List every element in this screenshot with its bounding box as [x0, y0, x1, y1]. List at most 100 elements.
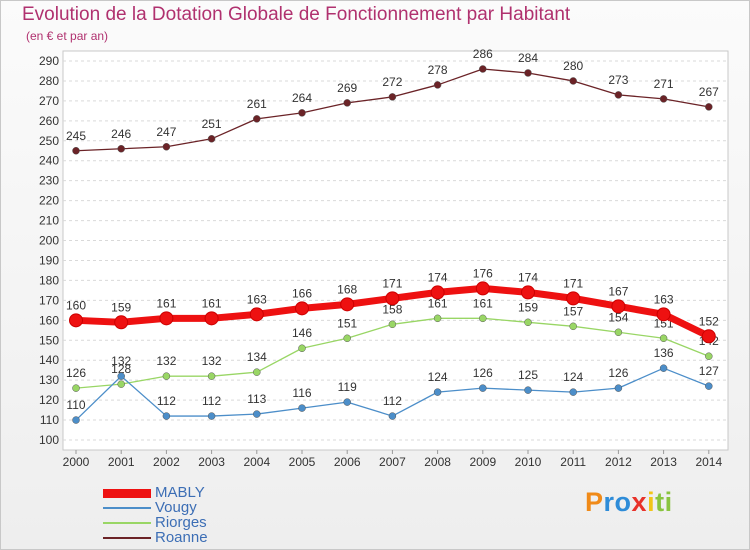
- data-point-vougy: [343, 398, 351, 406]
- data-point-riorges: [388, 320, 397, 329]
- legend-swatch-riorges: [103, 522, 151, 524]
- data-point-roanne: [298, 109, 306, 117]
- data-label-riorges: 132: [202, 354, 222, 368]
- data-label-mably: 174: [518, 270, 538, 284]
- legend-swatch-mably: [103, 489, 151, 498]
- data-point-mably: [566, 291, 581, 306]
- legend-label-vougy: Vougy: [155, 499, 197, 516]
- data-label-riorges: 154: [608, 310, 628, 324]
- data-label-vougy: 112: [157, 394, 176, 408]
- chart-title: Evolution de la Dotation Globale de Fonc…: [22, 4, 571, 25]
- data-label-roanne: 246: [111, 127, 131, 141]
- x-tick-label: 2009: [469, 455, 496, 469]
- data-point-riorges: [117, 380, 125, 388]
- data-label-mably: 171: [563, 276, 583, 290]
- data-point-roanne: [433, 81, 442, 89]
- y-tick-label: 130: [39, 373, 59, 387]
- x-tick-label: 2004: [243, 455, 270, 469]
- logo-letter: r: [603, 487, 615, 517]
- data-label-vougy: 119: [338, 380, 357, 394]
- data-point-riorges: [72, 384, 80, 392]
- x-tick-label: 2002: [153, 455, 180, 469]
- data-label-vougy: 126: [473, 366, 493, 380]
- proxiti-logo: Proxiti: [585, 487, 673, 518]
- data-point-vougy: [388, 412, 397, 420]
- logo-letter: i: [647, 487, 656, 517]
- y-tick-label: 230: [39, 174, 59, 188]
- data-label-roanne: 251: [202, 117, 222, 131]
- data-point-riorges: [207, 372, 216, 380]
- data-point-vougy: [659, 364, 668, 372]
- data-label-mably: 166: [292, 286, 312, 300]
- y-tick-label: 170: [39, 293, 59, 307]
- data-label-mably: 163: [247, 292, 267, 306]
- data-point-vougy: [298, 404, 306, 412]
- x-tick-label: 2011: [560, 455, 586, 469]
- logo-letter: o: [614, 487, 632, 517]
- data-label-roanne: 269: [337, 81, 357, 95]
- data-point-riorges: [162, 372, 171, 380]
- data-label-roanne: 267: [699, 85, 719, 99]
- data-point-mably: [611, 299, 626, 314]
- data-label-mably: 152: [699, 314, 719, 328]
- data-point-vougy: [72, 416, 80, 424]
- x-tick-label: 2003: [198, 455, 225, 469]
- data-label-riorges: 161: [473, 296, 493, 310]
- data-point-roanne: [524, 69, 532, 77]
- logo-letter: t: [655, 487, 665, 517]
- data-label-mably: 159: [111, 300, 131, 314]
- data-label-vougy: 110: [66, 398, 85, 412]
- x-tick-label: 2005: [289, 455, 316, 469]
- x-tick-label: 2012: [605, 455, 632, 469]
- data-label-mably: 168: [337, 282, 357, 296]
- x-tick-label: 2014: [695, 455, 722, 469]
- data-label-mably: 161: [156, 296, 176, 310]
- legend-label-riorges: Riorges: [155, 514, 207, 531]
- data-label-mably: 163: [654, 292, 674, 306]
- data-label-mably: 160: [66, 298, 86, 312]
- y-tick-label: 260: [39, 114, 59, 128]
- data-label-roanne: 278: [428, 63, 448, 77]
- data-point-riorges: [298, 344, 306, 352]
- data-label-mably: 161: [202, 296, 222, 310]
- data-point-mably: [204, 311, 219, 326]
- data-point-roanne: [614, 91, 623, 99]
- data-point-vougy: [524, 386, 532, 394]
- data-label-roanne: 280: [563, 59, 583, 73]
- y-tick-label: 210: [39, 214, 59, 228]
- data-point-mably: [430, 285, 445, 300]
- data-label-roanne: 271: [654, 77, 674, 91]
- data-point-vougy: [207, 412, 216, 420]
- x-tick-label: 2006: [334, 455, 361, 469]
- data-point-riorges: [479, 314, 487, 323]
- data-point-vougy: [479, 384, 487, 392]
- legend-label-roanne: Roanne: [155, 529, 208, 546]
- data-point-roanne: [569, 77, 577, 85]
- data-label-roanne: 286: [473, 47, 493, 61]
- data-point-roanne: [659, 95, 668, 103]
- x-tick-label: 2008: [424, 455, 451, 469]
- legend-label-mably: MABLY: [155, 484, 205, 501]
- data-point-roanne: [207, 135, 216, 143]
- plot-area: [62, 50, 729, 451]
- data-label-roanne: 245: [66, 129, 86, 143]
- legend-swatch-roanne: [103, 537, 151, 539]
- data-point-mably: [521, 285, 535, 300]
- y-tick-label: 190: [39, 253, 59, 267]
- data-point-riorges: [343, 334, 351, 343]
- chart-subtitle: (en € et par an): [26, 29, 109, 43]
- y-tick-label: 120: [39, 393, 59, 407]
- data-point-mably: [249, 307, 264, 322]
- data-label-riorges: 128: [111, 362, 131, 376]
- y-tick-label: 140: [39, 353, 59, 367]
- data-label-riorges: 126: [66, 366, 86, 380]
- data-point-roanne: [253, 115, 261, 123]
- data-point-riorges: [659, 334, 668, 343]
- data-point-mably: [475, 281, 490, 296]
- data-point-roanne: [705, 103, 713, 111]
- data-point-vougy: [253, 410, 261, 418]
- data-label-vougy: 124: [428, 370, 448, 384]
- data-point-vougy: [162, 412, 171, 420]
- x-tick-label: 2013: [650, 455, 677, 469]
- data-label-roanne: 273: [608, 73, 628, 87]
